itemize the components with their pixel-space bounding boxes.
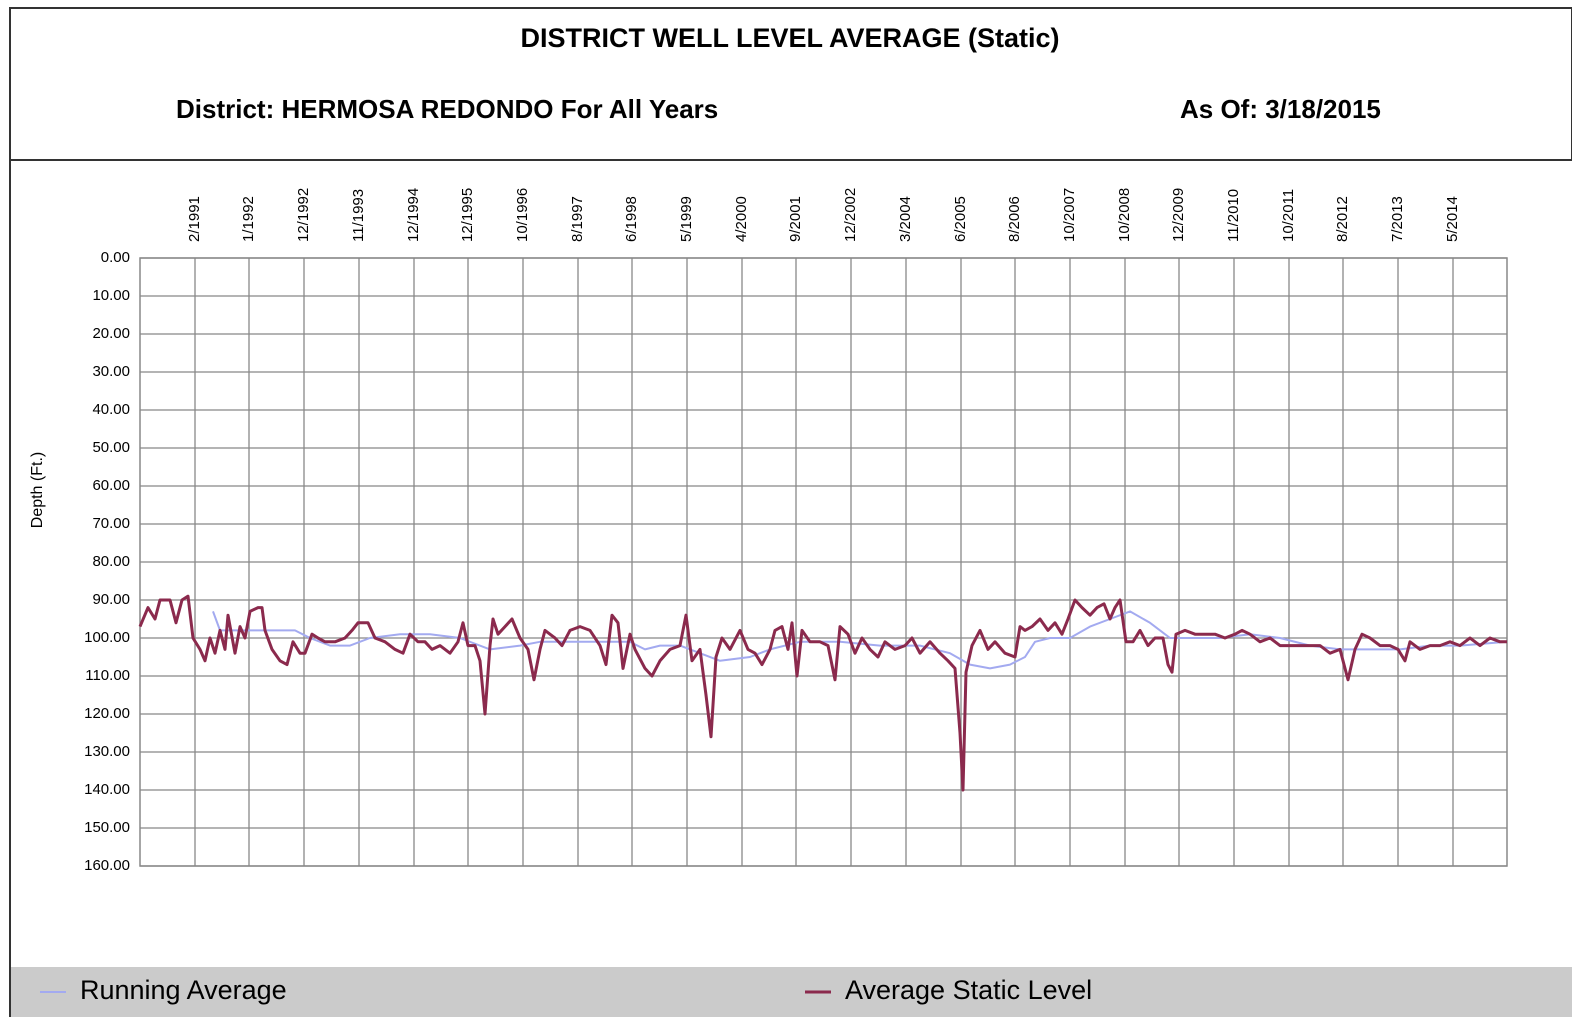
x-tick-label: 12/2002 — [842, 188, 859, 242]
header-box — [9, 7, 1572, 161]
y-tick-label: 110.00 — [85, 667, 130, 684]
x-tick-label: 5/1999 — [678, 196, 695, 242]
data-line — [138, 594, 1507, 792]
x-tick-label: 3/2004 — [897, 196, 914, 242]
x-tick-label: 10/2008 — [1116, 188, 1133, 242]
y-tick-label: 70.00 — [92, 515, 130, 532]
x-tick-label: 1/1992 — [240, 196, 257, 242]
x-tick-label: 10/2011 — [1280, 189, 1297, 242]
legend-label: Average Static Level — [845, 975, 1092, 1005]
y-tick-label: 150.00 — [84, 819, 130, 836]
x-tick-label: 6/1998 — [623, 196, 640, 242]
y-tick-label: 160.00 — [84, 857, 130, 874]
y-tick-label: 120.00 — [84, 705, 130, 722]
x-tick-label: 9/2001 — [787, 196, 804, 242]
chart-subtitle: District: HERMOSA REDONDO For All Years — [176, 94, 718, 124]
legend-label: Running Average — [80, 975, 287, 1005]
y-tick-label: 130.00 — [84, 743, 130, 760]
x-tick-label: 11/1993 — [350, 189, 367, 242]
x-tick-label: 12/1992 — [295, 188, 312, 242]
y-tick-label: 100.00 — [84, 629, 130, 646]
x-tick-label: 10/2007 — [1061, 188, 1078, 242]
y-tick-label: 60.00 — [92, 477, 130, 494]
legend-band — [11, 967, 1572, 1017]
y-tick-label: 80.00 — [92, 553, 130, 570]
y-tick-label: 20.00 — [92, 325, 130, 342]
y-tick-label: 140.00 — [84, 781, 130, 798]
x-tick-label: 12/1995 — [459, 188, 476, 242]
x-tick-label: 2/1991 — [186, 196, 203, 242]
as-of-date: As Of: 3/18/2015 — [1180, 94, 1381, 124]
y-tick-label: 90.00 — [92, 591, 130, 608]
y-tick-label: 40.00 — [92, 401, 130, 418]
x-tick-label: 8/1997 — [569, 196, 586, 242]
chart-title: DISTRICT WELL LEVEL AVERAGE (Static) — [520, 23, 1059, 53]
x-tick-label: 7/2013 — [1389, 196, 1406, 242]
x-tick-label: 12/2009 — [1170, 188, 1187, 242]
y-tick-label: 0.00 — [101, 249, 130, 266]
y-tick-label: 50.00 — [92, 439, 130, 456]
y-tick-label: 30.00 — [92, 363, 130, 380]
x-tick-label: 11/2010 — [1225, 189, 1242, 242]
y-axis-label: Depth (Ft.) — [29, 452, 46, 528]
x-tick-label: 6/2005 — [952, 196, 969, 242]
x-tick-label: 5/2014 — [1444, 196, 1461, 242]
x-tick-label: 8/2012 — [1334, 196, 1351, 242]
x-tick-label: 10/1996 — [514, 188, 531, 242]
x-tick-label: 12/1994 — [405, 188, 422, 242]
x-tick-label: 4/2000 — [733, 196, 750, 242]
y-tick-label: 10.00 — [92, 287, 130, 304]
x-tick-label: 8/2006 — [1006, 196, 1023, 242]
